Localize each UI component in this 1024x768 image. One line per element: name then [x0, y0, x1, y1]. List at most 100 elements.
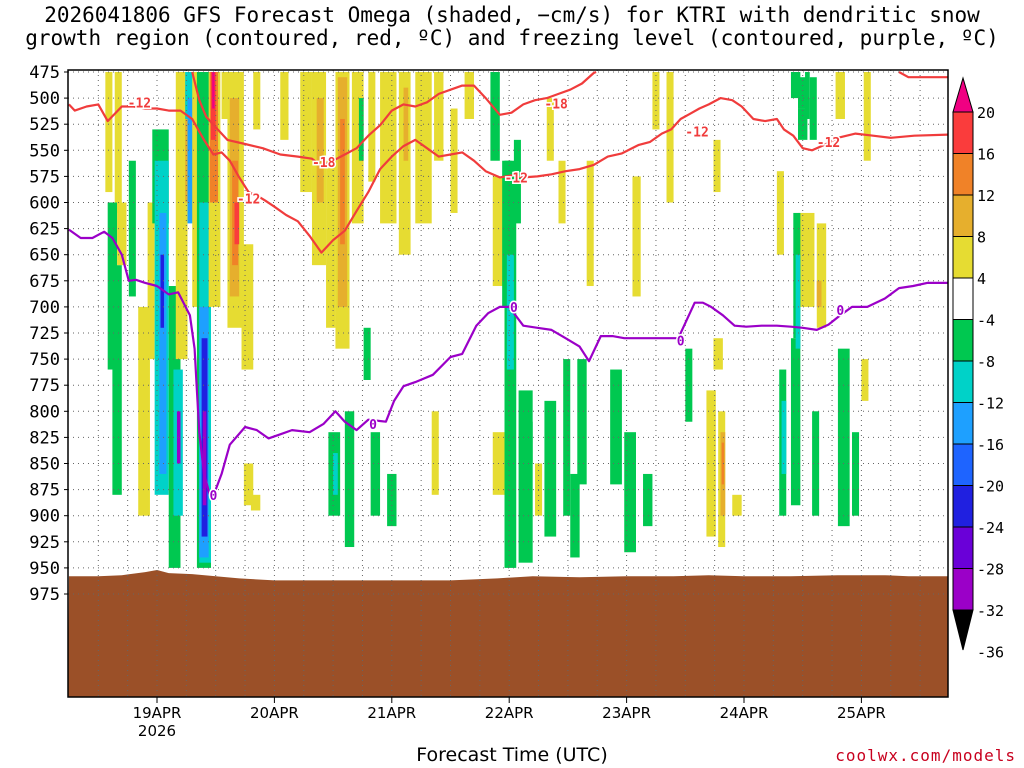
omega-cell	[518, 390, 533, 563]
omega-cell	[586, 160, 594, 287]
x-tick-label: 21APR	[367, 704, 416, 722]
omega-cell	[835, 72, 845, 119]
omega-cell	[816, 280, 822, 307]
omega-shading-layer	[105, 72, 871, 568]
contour-labels: -12 -12 -18 -18 -12 -12 -12 0 0 0 0 0	[126, 95, 846, 506]
omega-cell	[368, 72, 376, 182]
y-tick-label: 650	[29, 246, 60, 266]
contour-label: -12	[505, 171, 528, 186]
omega-cell	[706, 390, 716, 537]
contour-label: -12	[817, 136, 840, 151]
y-tick-label: 875	[29, 481, 60, 501]
omega-cell	[243, 463, 254, 506]
omega-cell	[563, 359, 571, 516]
omega-cell	[380, 72, 397, 224]
colorbar-label: -20	[977, 478, 1004, 496]
colorbar-swatch	[952, 568, 974, 611]
contour-line	[898, 71, 948, 79]
colorbar-swatch	[952, 526, 974, 569]
colorbar-swatch	[952, 277, 974, 320]
omega-cell	[450, 108, 458, 213]
colorbar-label: -16	[977, 436, 1004, 454]
gridlines	[68, 70, 948, 697]
x-tick-label: 23APR	[602, 704, 651, 722]
omega-cell	[798, 212, 815, 307]
omega-cell	[434, 72, 444, 161]
x-tick-label: 19APR	[133, 704, 182, 722]
omega-cell	[558, 160, 566, 224]
contour-label: 0	[677, 334, 685, 349]
omega-cell	[117, 202, 127, 266]
omega-cell	[241, 244, 254, 370]
omega-cell	[713, 338, 723, 370]
omega-cell	[721, 442, 725, 485]
colorbar-swatch	[952, 111, 974, 154]
omega-cell	[363, 327, 371, 380]
colorbar-label: 16	[977, 146, 995, 164]
x-tick-label: 25APR	[837, 704, 886, 722]
omega-cell	[250, 494, 261, 511]
contour-label: -12	[685, 126, 708, 141]
colorbar-swatch	[952, 319, 974, 362]
omega-cell	[128, 160, 136, 297]
omega-cell	[105, 72, 113, 193]
contour-lines	[68, 70, 949, 496]
y-tick-label: 725	[29, 324, 60, 344]
y-tick-label: 750	[29, 350, 60, 370]
colorbar-top-arrow	[952, 76, 974, 113]
colorbar-label: -12	[977, 395, 1004, 413]
y-tick-label: 575	[29, 167, 60, 187]
x-tick-label: 24APR	[720, 704, 769, 722]
omega-cell	[809, 98, 815, 130]
y-tick-label: 625	[29, 220, 60, 240]
omega-cell	[795, 254, 801, 349]
omega-cell	[624, 432, 636, 553]
colorbar-label: 4	[977, 270, 986, 288]
omega-cell	[138, 306, 150, 516]
omega-cell	[805, 72, 810, 119]
omega-cell	[666, 72, 674, 203]
colorbar: 20 16 12 8 4 -4 -8 -12 -16 -20 -24 -28 -32 -36	[952, 76, 1004, 662]
colorbar-swatch	[952, 236, 974, 279]
omega-cell	[431, 411, 439, 495]
omega-cell	[544, 400, 557, 537]
omega-cell	[114, 72, 122, 213]
y-tick-label: 900	[29, 507, 60, 527]
contour-line	[68, 228, 948, 496]
contour-label: 0	[369, 418, 377, 433]
omega-cell	[610, 369, 622, 485]
omega-cell	[713, 139, 721, 193]
omega-cell	[358, 98, 364, 161]
omega-cell	[280, 72, 289, 140]
contour-line	[68, 96, 949, 254]
colorbar-label: -24	[977, 519, 1004, 537]
colorbar-bottom-arrow	[952, 609, 974, 651]
omega-cell	[212, 72, 215, 109]
omega-cell	[221, 72, 230, 119]
omega-cell	[415, 72, 432, 224]
omega-cell	[632, 176, 641, 297]
colorbar-label: 12	[977, 187, 995, 205]
y-tick-label: 500	[29, 89, 60, 109]
colorbar-label: -8	[977, 353, 995, 371]
omega-cell	[234, 202, 240, 245]
y-tick-label: 700	[29, 298, 60, 318]
colorbar-label: -36	[977, 644, 1004, 662]
omega-cell	[344, 411, 355, 548]
y-tick-label: 600	[29, 194, 60, 214]
omega-cell	[732, 494, 742, 516]
omega-cell	[326, 160, 336, 328]
contour-label: -12	[237, 192, 260, 207]
omega-cell	[464, 72, 474, 119]
colorbar-swatch	[952, 485, 974, 528]
omega-cell	[112, 265, 122, 495]
plot-border	[67, 69, 949, 698]
omega-cell	[790, 338, 801, 506]
omega-cell	[403, 87, 409, 161]
y-tick-label: 475	[29, 63, 60, 83]
omega-cell	[300, 72, 312, 193]
omega-cell	[852, 432, 860, 516]
chart-title-line-1: 2026041806 GFS Forecast Omega (shaded, −…	[44, 3, 980, 27]
omega-cell	[527, 421, 533, 464]
colorbar-swatch	[952, 153, 974, 196]
